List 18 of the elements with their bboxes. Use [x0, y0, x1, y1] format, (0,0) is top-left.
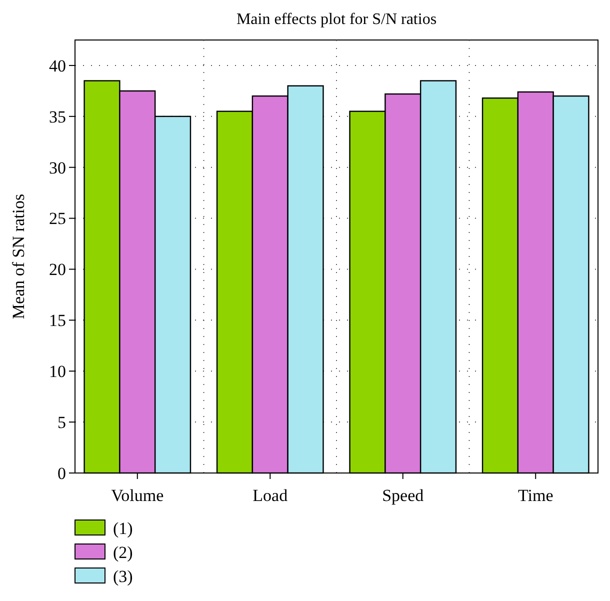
x-tick-label: Time [518, 486, 554, 505]
y-tick-label: 20 [49, 260, 66, 280]
legend-label: (3) [113, 566, 133, 586]
chart-title: Main effects plot for S/N ratios [236, 11, 437, 28]
y-tick-label: 15 [49, 311, 66, 330]
legend-label: (2) [113, 542, 133, 562]
y-tick-label: 25 [49, 209, 66, 228]
x-tick-label: Load [252, 486, 288, 505]
x-tick-label: Volume [111, 486, 164, 505]
y-tick-label: 10 [49, 362, 66, 382]
legend-label: (1) [113, 518, 133, 538]
y-tick-label: 5 [58, 413, 66, 432]
y-tick-label: 40 [49, 56, 66, 76]
y-tick-label: 30 [49, 158, 66, 178]
y-axis-title: Mean of SN ratios [9, 194, 28, 320]
y-tick-label: 35 [49, 107, 66, 126]
y-tick-label: 0 [58, 464, 66, 483]
x-tick-label: Speed [382, 486, 424, 505]
